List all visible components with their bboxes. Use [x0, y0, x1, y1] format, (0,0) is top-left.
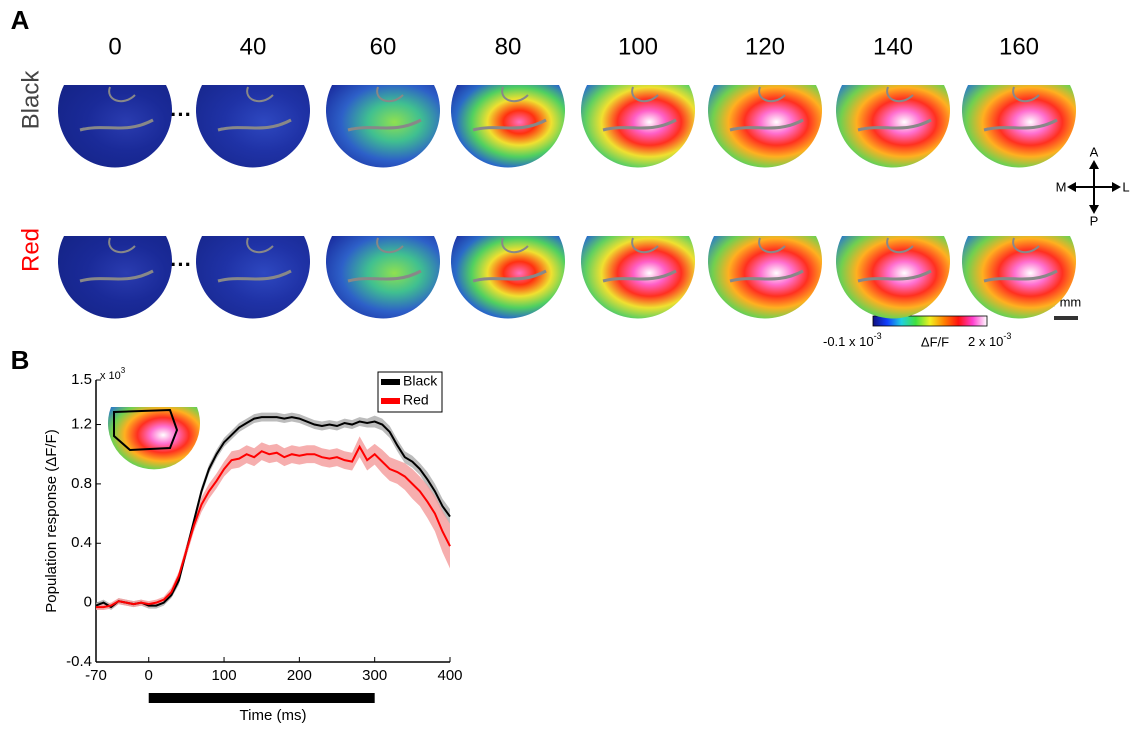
frame-image	[58, 85, 172, 167]
frame-time: 160	[999, 33, 1039, 60]
y-tick-label: 0.8	[71, 475, 92, 492]
frame-time: 80	[495, 33, 522, 60]
inset	[108, 407, 200, 469]
colorbar-max-base: 2 x 10	[968, 334, 1003, 349]
frame-image	[836, 85, 950, 167]
x-tick-label: 300	[362, 667, 387, 684]
panel-label: A	[11, 5, 30, 35]
frame-image	[451, 236, 565, 318]
x-tick-label: 100	[212, 667, 237, 684]
row-label: Red	[17, 228, 44, 272]
frame-image	[58, 236, 172, 318]
y-axis-label: Population response (ΔF/F)	[43, 429, 60, 612]
compass-label: A	[1090, 144, 1099, 159]
ellipsis: ···	[170, 252, 192, 277]
x-tick-label: 0	[145, 667, 153, 684]
x-tick-label: -70	[85, 667, 107, 684]
frame-time: 120	[745, 33, 785, 60]
colorbar-max-exp: -3	[1003, 331, 1011, 341]
figure: A Black Red A P M L 4 mm -0.1 x 10-3 ΔF/…	[0, 0, 1130, 725]
series-line	[96, 447, 450, 607]
y-tick-label: 1.2	[71, 415, 92, 432]
colorbar-max: 2 x 10-3	[968, 331, 1011, 349]
legend-label: Black	[403, 373, 438, 389]
x-tick-label: 400	[437, 667, 462, 684]
colorbar-min-base: -0.1 x 10	[823, 334, 874, 349]
compass	[1071, 164, 1117, 210]
row-label: Black	[17, 70, 44, 130]
y-exponent-base: x 10	[100, 370, 121, 382]
frame-image	[581, 236, 695, 318]
y-tick-label: 1.5	[71, 371, 92, 388]
compass-label: P	[1090, 213, 1099, 228]
frame-time: 140	[873, 33, 913, 60]
frame-time: 40	[240, 33, 267, 60]
colorbar-title: ΔF/F	[921, 334, 949, 349]
frame-image	[326, 236, 440, 318]
frame-time: 60	[370, 33, 397, 60]
frame-time: 100	[618, 33, 658, 60]
frame-image	[836, 236, 950, 318]
page: A Black Red A P M L 4 mm -0.1 x 10-3 ΔF/…	[0, 0, 1130, 725]
panel-label: B	[11, 345, 30, 375]
compass-label: M	[1056, 179, 1067, 194]
frame-time: 0	[108, 33, 121, 60]
y-tick-label: 0	[84, 594, 92, 611]
compass-label: L	[1122, 179, 1129, 194]
stimulus-bar	[149, 693, 375, 703]
frame-image	[962, 85, 1076, 167]
frame-image	[451, 85, 565, 167]
frame-image	[708, 85, 822, 167]
y-exponent-power: 3	[121, 366, 126, 375]
colorbar-min-exp: -3	[874, 331, 882, 341]
frame-image	[708, 236, 822, 318]
frame-image	[326, 85, 440, 167]
frame-image	[196, 236, 310, 318]
frame-image	[196, 85, 310, 167]
frame-image	[581, 85, 695, 167]
y-exponent: x 103	[100, 366, 126, 382]
legend-label: Red	[403, 392, 429, 408]
x-tick-label: 200	[287, 667, 312, 684]
ellipsis: ···	[170, 102, 192, 127]
colorbar-min: -0.1 x 10-3	[823, 331, 882, 349]
scale-bar	[1054, 316, 1078, 320]
y-tick-label: 0.4	[71, 534, 92, 551]
x-axis-label: Time (ms)	[240, 707, 307, 724]
